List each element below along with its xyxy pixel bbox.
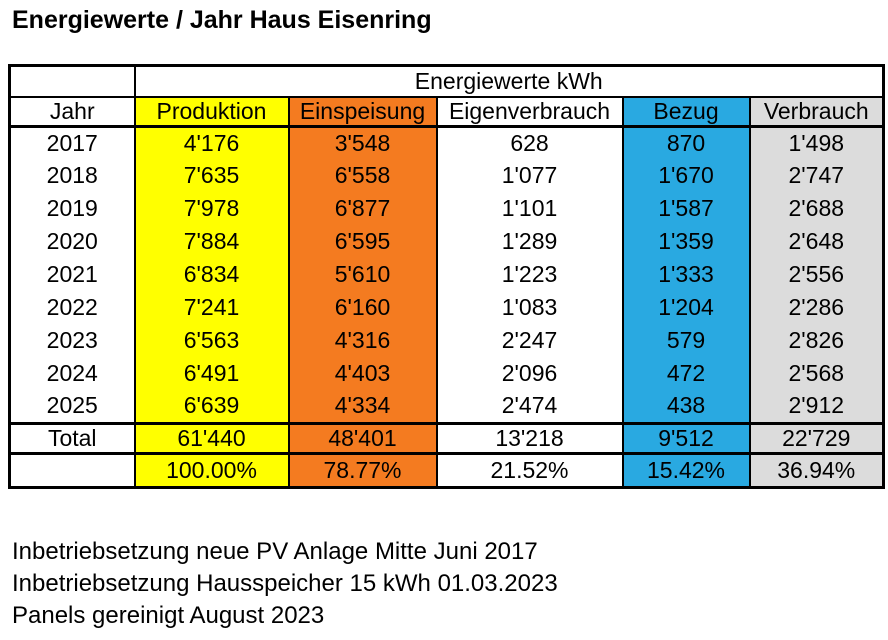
note-hausspeicher: Inbetriebsetzung Hausspeicher 15 kWh 01.… xyxy=(12,570,558,597)
produktion-cell: 6'834 xyxy=(133,258,290,291)
column-header-eigenverbrauch: Eigenverbrauch xyxy=(435,96,624,128)
verbrauch-cell: 1'498 xyxy=(748,126,885,159)
bezug-cell: 1'204 xyxy=(621,291,751,324)
produktion-cell: 7'635 xyxy=(133,159,290,192)
produktion-cell: 4'176 xyxy=(133,126,290,159)
total-label-cell: Total xyxy=(8,421,136,455)
bezug-cell: 1'359 xyxy=(621,225,751,258)
page-title: Energiewerte / Jahr Haus Eisenring xyxy=(12,6,432,34)
energy-table: Energiewerte kWh Jahr Produktion Einspei… xyxy=(8,64,885,489)
total-einspeisung-cell: 48'401 xyxy=(287,421,438,455)
produktion-cell: 7'884 xyxy=(133,225,290,258)
table-row: 2017 4'176 3'548 628 870 1'498 xyxy=(8,126,885,159)
bezug-cell: 1'587 xyxy=(621,192,751,225)
einspeisung-cell: 6'558 xyxy=(287,159,438,192)
table-row: 2025 6'639 4'334 2'474 438 2'912 xyxy=(8,390,885,423)
notes: Inbetriebsetzung neue PV Anlage Mitte Ju… xyxy=(12,536,558,632)
verbrauch-cell: 2'568 xyxy=(748,357,885,390)
group-header-cell: Energiewerte kWh xyxy=(133,65,885,98)
einspeisung-cell: 4'403 xyxy=(287,357,438,390)
einspeisung-cell: 3'548 xyxy=(287,126,438,159)
bezug-cell: 870 xyxy=(621,126,751,159)
group-header-row: Energiewerte kWh xyxy=(8,65,885,98)
column-header-jahr: Jahr xyxy=(8,96,136,128)
table-row: 2020 7'884 6'595 1'289 1'359 2'648 xyxy=(8,225,885,258)
produktion-cell: 6'491 xyxy=(133,357,290,390)
table-row: 2021 6'834 5'610 1'223 1'333 2'556 xyxy=(8,258,885,291)
year-cell: 2020 xyxy=(8,225,136,258)
year-cell: 2022 xyxy=(8,291,136,324)
column-header-row: Jahr Produktion Einspeisung Eigenverbrau… xyxy=(8,96,885,128)
percent-einspeisung-cell: 78.77% xyxy=(287,453,438,487)
year-cell: 2025 xyxy=(8,390,136,423)
produktion-cell: 6'639 xyxy=(133,390,290,423)
einspeisung-cell: 6'595 xyxy=(287,225,438,258)
eigenverbrauch-cell: 2'474 xyxy=(435,390,624,423)
table-row: 2022 7'241 6'160 1'083 1'204 2'286 xyxy=(8,291,885,324)
verbrauch-cell: 2'556 xyxy=(748,258,885,291)
produktion-cell: 7'978 xyxy=(133,192,290,225)
einspeisung-cell: 4'334 xyxy=(287,390,438,423)
einspeisung-cell: 4'316 xyxy=(287,324,438,357)
percent-empty-cell xyxy=(8,453,136,487)
year-cell: 2018 xyxy=(8,159,136,192)
einspeisung-cell: 6'877 xyxy=(287,192,438,225)
percent-verbrauch-cell: 36.94% xyxy=(748,453,885,487)
column-header-produktion: Produktion xyxy=(133,96,290,128)
eigenverbrauch-cell: 2'096 xyxy=(435,357,624,390)
eigenverbrauch-cell: 1'101 xyxy=(435,192,624,225)
eigenverbrauch-cell: 2'247 xyxy=(435,324,624,357)
verbrauch-cell: 2'912 xyxy=(748,390,885,423)
percent-eigenverbrauch-cell: 21.52% xyxy=(435,453,624,487)
bezug-cell: 472 xyxy=(621,357,751,390)
year-cell: 2023 xyxy=(8,324,136,357)
verbrauch-cell: 2'747 xyxy=(748,159,885,192)
table-row: 2024 6'491 4'403 2'096 472 2'568 xyxy=(8,357,885,390)
year-cell: 2021 xyxy=(8,258,136,291)
corner-cell xyxy=(8,65,136,98)
percent-bezug-cell: 15.42% xyxy=(621,453,751,487)
verbrauch-cell: 2'286 xyxy=(748,291,885,324)
total-row: Total 61'440 48'401 13'218 9'512 22'729 xyxy=(8,421,885,455)
column-header-einspeisung: Einspeisung xyxy=(287,96,438,128)
verbrauch-cell: 2'688 xyxy=(748,192,885,225)
table-row: 2023 6'563 4'316 2'247 579 2'826 xyxy=(8,324,885,357)
table-row: 2018 7'635 6'558 1'077 1'670 2'747 xyxy=(8,159,885,192)
total-eigenverbrauch-cell: 13'218 xyxy=(435,421,624,455)
year-cell: 2024 xyxy=(8,357,136,390)
bezug-cell: 579 xyxy=(621,324,751,357)
column-header-bezug: Bezug xyxy=(621,96,751,128)
einspeisung-cell: 5'610 xyxy=(287,258,438,291)
note-pv-anlage: Inbetriebsetzung neue PV Anlage Mitte Ju… xyxy=(12,538,538,565)
verbrauch-cell: 2'648 xyxy=(748,225,885,258)
bezug-cell: 438 xyxy=(621,390,751,423)
total-verbrauch-cell: 22'729 xyxy=(748,421,885,455)
eigenverbrauch-cell: 1'223 xyxy=(435,258,624,291)
eigenverbrauch-cell: 628 xyxy=(435,126,624,159)
note-panels-gereinigt: Panels gereinigt August 2023 xyxy=(12,602,325,629)
bezug-cell: 1'333 xyxy=(621,258,751,291)
year-cell: 2017 xyxy=(8,126,136,159)
eigenverbrauch-cell: 1'083 xyxy=(435,291,624,324)
table-row: 2019 7'978 6'877 1'101 1'587 2'688 xyxy=(8,192,885,225)
percent-row: 100.00% 78.77% 21.52% 15.42% 36.94% xyxy=(8,453,885,487)
produktion-cell: 6'563 xyxy=(133,324,290,357)
percent-produktion-cell: 100.00% xyxy=(133,453,290,487)
verbrauch-cell: 2'826 xyxy=(748,324,885,357)
total-bezug-cell: 9'512 xyxy=(621,421,751,455)
bezug-cell: 1'670 xyxy=(621,159,751,192)
einspeisung-cell: 6'160 xyxy=(287,291,438,324)
column-header-verbrauch: Verbrauch xyxy=(748,96,885,128)
total-produktion-cell: 61'440 xyxy=(133,421,290,455)
eigenverbrauch-cell: 1'077 xyxy=(435,159,624,192)
produktion-cell: 7'241 xyxy=(133,291,290,324)
year-cell: 2019 xyxy=(8,192,136,225)
eigenverbrauch-cell: 1'289 xyxy=(435,225,624,258)
